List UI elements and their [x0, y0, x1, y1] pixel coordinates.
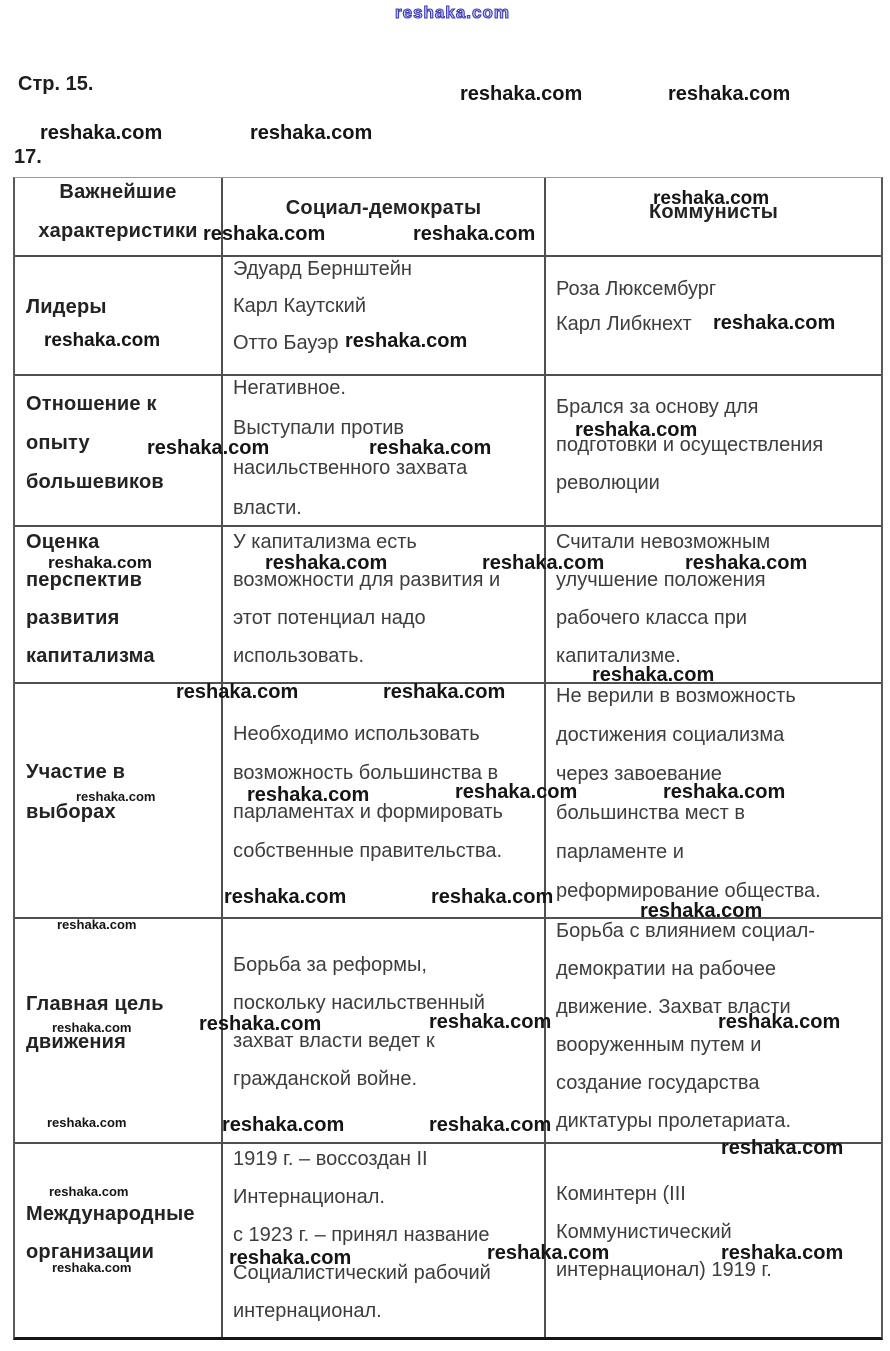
watermark: reshaka.com — [460, 83, 583, 105]
table-text-line: возможности для развития и — [233, 569, 501, 591]
table-text-line: Необходимо использовать — [233, 723, 480, 745]
table-text-line: капитализме. — [556, 645, 681, 667]
table-text-line: большинства мест в — [556, 802, 745, 824]
table-text-line: Считали невозможным — [556, 531, 771, 553]
header-line: Коммунисты — [649, 201, 778, 223]
table-text-line: Борьба за реформы, — [233, 954, 427, 976]
table-text-line: 1919 г. – воссоздан II — [233, 1148, 428, 1170]
task-number: 17. — [14, 146, 42, 168]
table-text-line: рабочего класса при — [556, 607, 748, 629]
table-cell-r5-c1: Главная цель движения — [15, 919, 223, 1144]
table-text-line: гражданской войне. — [233, 1068, 418, 1090]
table-cell-r5-c2: Борьба за реформы, поскольку насильственн… — [223, 919, 546, 1144]
table-cell-r3-c3: Считали невозможным улучшение положения ра… — [546, 527, 881, 684]
table-text-line: Коммунистический — [556, 1221, 732, 1243]
table-text-line: Эдуард Бернштейн — [233, 258, 412, 280]
table-text-line: использовать. — [233, 645, 365, 667]
table-text-line: демократии на рабочее — [556, 958, 777, 980]
table-text-line: Оценка — [26, 531, 100, 553]
table-text-line: Карл Либкнехт — [556, 313, 692, 335]
table-text-line: интернационал. — [233, 1300, 382, 1322]
table-text-line: захват власти ведет к — [233, 1030, 435, 1052]
header-cell-characteristics: Важнейшие характеристики — [15, 178, 223, 257]
table-cell-r4-c3: Не верили в возможность достижения социал… — [546, 684, 881, 919]
table-text-line: подготовки и осуществления — [556, 434, 824, 456]
table-text-line: интернационал) 1919 г. — [556, 1259, 772, 1281]
table-cell-r3-c1: Оценка перспектив развития капитализма — [15, 527, 223, 684]
table-text-line: возможность большинства в — [233, 762, 499, 784]
table-text-line: улучшение положения — [556, 569, 766, 591]
table-cell-r2-c3: Брался за основу для подготовки и осущест… — [546, 376, 881, 527]
table-text-line: движения — [26, 1031, 126, 1053]
table-text-line: собственные правительства. — [233, 840, 503, 862]
table-text-line: революции — [556, 472, 660, 494]
table-text-line: Участие в — [26, 761, 126, 783]
table-text-line: большевиков — [26, 471, 164, 493]
table-text-line: реформирование общества. — [556, 880, 821, 902]
table-text-line: развития — [26, 607, 120, 629]
table-cell-r3-c2: У капитализма есть возможности для развит… — [223, 527, 546, 684]
table-text-line: создание государства — [556, 1072, 760, 1094]
table-text-line: достижения социализма — [556, 724, 785, 746]
header-cell-communists: Коммунисты — [546, 178, 881, 257]
table-cell-r1-c1: Лидеры — [15, 257, 223, 376]
table-cell-r5-c3: Борьба с влиянием социал-демократии на р… — [546, 919, 881, 1144]
table-text-line: диктатуры пролетариата. — [556, 1110, 792, 1132]
table-text-line: капитализма — [26, 645, 155, 667]
comparison-table: Важнейшие характеристики Социал-демократ… — [13, 177, 883, 1340]
table-text-line: парламентах и формировать — [233, 801, 503, 823]
table-text-line: Лидеры — [26, 296, 107, 318]
table-text-line: Не верили в возможность — [556, 685, 796, 707]
header-line: Важнейшие — [59, 181, 177, 203]
table-cell-r1-c3: Роза Люксембург Карл Либкнехт — [546, 257, 881, 376]
table-cell-r4-c1: Участие в выборах — [15, 684, 223, 919]
header-line: Социал-демократы — [285, 197, 482, 219]
header-line: характеристики — [38, 220, 198, 242]
table-text-line: Главная цель — [26, 993, 164, 1015]
table-text-line: У капитализма есть — [233, 531, 417, 553]
watermark: reshaka.com — [40, 122, 163, 144]
table-text-line: парламенте и — [556, 841, 684, 863]
table-text-line: опыту — [26, 432, 90, 454]
table-text-line: Социалистический рабочий — [233, 1262, 491, 1284]
table-text-line: Роза Люксембург — [556, 278, 717, 300]
table-cell-r2-c2: Негативное. Выступали против насильственно… — [223, 376, 546, 527]
table-text-line: вооруженным путем и — [556, 1034, 762, 1056]
table-text-line: Негативное. — [233, 377, 346, 399]
table-cell-r6-c3: Коминтерн (III Коммунистический интернацио… — [546, 1144, 881, 1337]
table-text-line: перспектив — [26, 569, 143, 591]
table-text-line: Международные — [26, 1203, 195, 1225]
table-text-line: Интернационал. — [233, 1186, 385, 1208]
table-cell-r1-c2: Эдуард Бернштейн Карл Каутский Отто Бауэр — [223, 257, 546, 376]
header-cell-social-democrats: Социал-демократы — [223, 178, 546, 257]
table-text-line: Карл Каутский — [233, 295, 367, 317]
table-text-line: поскольку насильственный — [233, 992, 485, 1014]
watermark: reshaka.com — [668, 83, 791, 105]
watermark: reshaka.com — [250, 122, 373, 144]
table-text-line: через завоевание — [556, 763, 722, 785]
table-cell-r6-c1: Международные организации — [15, 1144, 223, 1337]
table-text-line: Отношение к — [26, 393, 157, 415]
page-label: Стр. 15. — [18, 73, 94, 95]
table-text-line: Брался за основу для — [556, 396, 759, 418]
table-cell-r6-c2: 1919 г. – воссоздан II Интернационал. с 19… — [223, 1144, 546, 1337]
table-text-line: движение. Захват власти — [556, 996, 791, 1018]
table-cell-r4-c2: Необходимо использовать возможность больш… — [223, 684, 546, 919]
table-cell-r2-c1: Отношение к опыту большевиков — [15, 376, 223, 527]
watermark: reshaka.com — [394, 3, 510, 22]
table-text-line: выборах — [26, 801, 116, 823]
table-text-line: Борьба с влиянием социал- — [556, 920, 815, 942]
table-text-line: с 1923 г. – принял название — [233, 1224, 490, 1246]
table-text-line: Выступали против — [233, 417, 405, 439]
table-text-line: этот потенциал надо — [233, 607, 426, 629]
table-text-line: Коминтерн (III — [556, 1183, 686, 1205]
table-text-line: власти. — [233, 497, 302, 519]
table-text-line: Отто Бауэр — [233, 332, 339, 354]
table-text-line: насильственного захвата — [233, 457, 468, 479]
table-text-line: организации — [26, 1241, 155, 1263]
